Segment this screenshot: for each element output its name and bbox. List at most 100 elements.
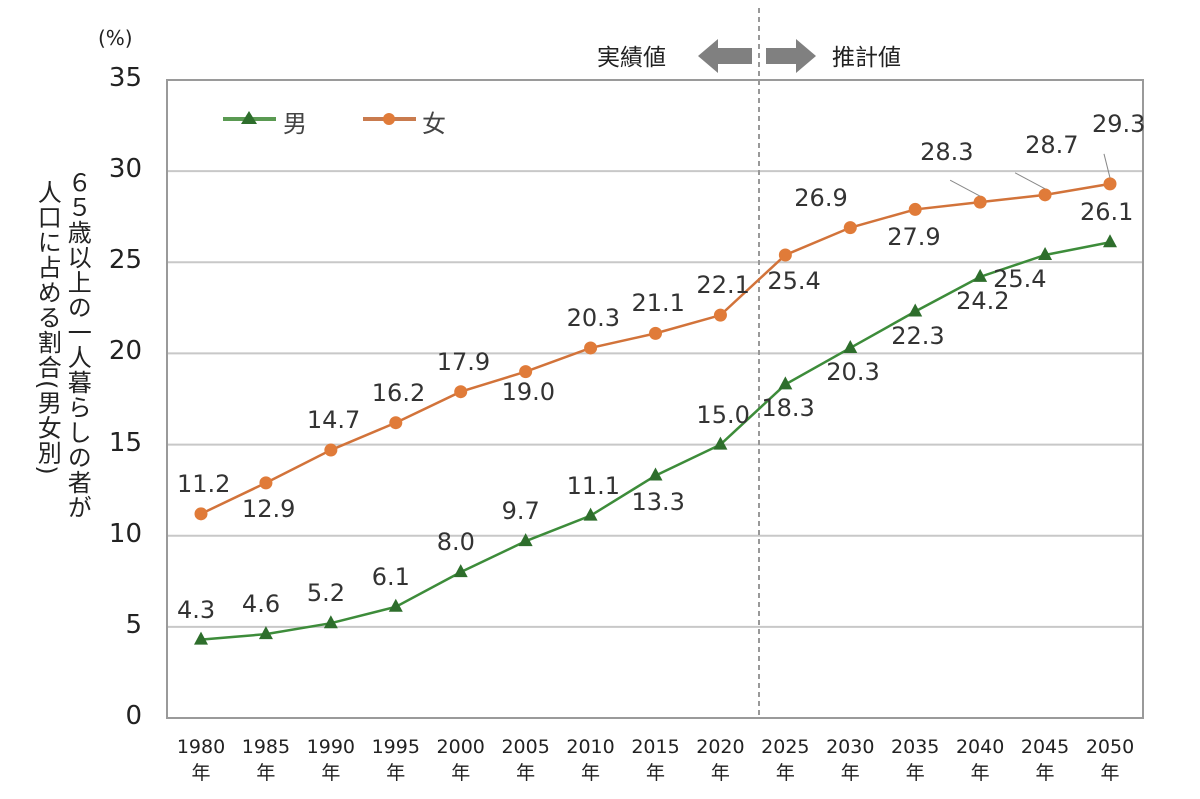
x-tick-label: 2035 年 (891, 736, 940, 784)
triangle-marker-icon (1103, 234, 1117, 248)
triangle-marker-icon (323, 615, 338, 629)
circle-marker-icon (194, 507, 208, 521)
x-tick-label: 2010 年 (566, 736, 615, 784)
x-tick-label: 2015 年 (631, 736, 680, 784)
actual-values-label: 実績値 (597, 45, 666, 71)
triangle-marker-icon (778, 376, 793, 390)
data-label: 25.4 (767, 266, 821, 295)
y-axis-title-line2: 人口に占める割合(男女別) (33, 180, 62, 476)
gridlines (167, 170, 1143, 628)
triangle-marker-icon (453, 564, 468, 578)
right-arrow-icon (766, 39, 816, 73)
triangle-marker-icon (648, 467, 663, 481)
data-label: 20.3 (826, 357, 880, 386)
data-label: 8.0 (436, 528, 475, 557)
data-label: 26.9 (794, 183, 848, 212)
data-label: 11.1 (566, 471, 620, 500)
y-tick-label: 5 (125, 609, 142, 640)
data-label: 18.3 (761, 394, 815, 423)
leader-line (949, 179, 981, 197)
data-label: 15.0 (696, 400, 750, 429)
data-label: 13.3 (631, 487, 685, 516)
y-tick-label: 15 (108, 427, 142, 458)
data-label: 5.2 (306, 579, 346, 608)
legend-female-label: 女 (422, 110, 446, 138)
triangle-marker-icon (843, 339, 858, 353)
triangle-marker-icon (908, 303, 923, 317)
x-tick-label: 2020 年 (696, 736, 745, 784)
data-label: 4.3 (177, 595, 216, 624)
triangle-marker-icon (194, 631, 208, 645)
circle-marker-icon (778, 248, 792, 262)
x-tick-label: 2025 年 (761, 736, 810, 784)
x-tick-label: 1990 年 (306, 736, 356, 784)
circle-marker-icon (843, 221, 857, 235)
y-tick-label: 25 (108, 245, 142, 276)
data-label: 4.6 (241, 590, 281, 619)
y-tick-label: 10 (108, 518, 142, 549)
series-lines (194, 153, 1117, 645)
y-axis-title-line1: ６５歳以上の一人暮らしの者が (63, 170, 92, 520)
leader-line (1014, 172, 1046, 190)
data-label: 17.9 (436, 347, 491, 376)
data-label: 6.1 (371, 562, 410, 591)
triangle-marker-icon (518, 533, 533, 547)
x-tick-label: 1995 年 (371, 736, 420, 784)
data-label: 19.0 (501, 377, 556, 406)
circle-marker-icon (324, 443, 338, 457)
x-tick-label: 2005 年 (501, 736, 550, 784)
circle-marker-icon (908, 202, 922, 216)
series-line-female (200, 182, 1111, 515)
circle-marker-icon (519, 365, 533, 379)
circle-marker-icon (389, 416, 403, 430)
x-tick-label: 1980 年 (176, 736, 226, 784)
x-tick-label: 1985 年 (241, 736, 291, 784)
circle-marker-icon (259, 476, 273, 490)
estimate-values-label: 推計値 (832, 45, 901, 71)
circle-marker-icon (713, 308, 727, 322)
circle-marker-icon (454, 385, 468, 399)
legend-male-label: 男 (283, 110, 307, 138)
triangle-marker-icon (1038, 246, 1053, 260)
circle-marker-icon (1103, 177, 1117, 191)
data-label: 24.2 (956, 286, 1010, 315)
plot-area-border (166, 79, 1144, 719)
data-label: 14.7 (306, 406, 361, 435)
triangle-marker-icon (258, 626, 273, 640)
data-label: 22.1 (696, 271, 750, 300)
x-tick-label: 2000 年 (436, 736, 485, 784)
data-label: 22.3 (891, 321, 945, 350)
circle-marker-icon (649, 326, 662, 340)
circle-marker-icon (973, 195, 987, 209)
data-label: 20.3 (566, 303, 620, 332)
x-tick-label: 2030 年 (826, 736, 875, 784)
triangle-marker-icon (388, 598, 403, 612)
circle-marker-icon (1038, 188, 1052, 202)
legend-female-icon (363, 113, 416, 125)
leader-line (1103, 153, 1111, 179)
data-label: 28.7 (1025, 130, 1079, 159)
y-tick-label: 35 (108, 63, 142, 93)
data-label: 26.1 (1080, 198, 1134, 227)
triangle-marker-icon (713, 436, 728, 450)
x-tick-label: 2040 年 (955, 736, 1005, 784)
legend-male-icon (223, 111, 276, 124)
x-tick-label: 2045 年 (1020, 736, 1070, 784)
data-label: 12.9 (241, 494, 296, 523)
unit-label: (%) (98, 26, 133, 50)
y-tick-label: 20 (108, 336, 142, 367)
x-tick-label: 2050 年 (1085, 736, 1135, 784)
data-label: 16.2 (371, 378, 426, 407)
data-label: 11.2 (177, 469, 231, 498)
y-tick-label: 30 (108, 154, 142, 185)
data-label: 27.9 (887, 223, 941, 252)
data-label: 25.4 (993, 264, 1047, 293)
data-label: 9.7 (501, 497, 540, 526)
y-tick-label: 0 (125, 701, 142, 731)
data-label: 28.3 (920, 138, 974, 167)
data-label: 21.1 (631, 289, 685, 318)
triangle-marker-icon (583, 507, 598, 521)
data-label: 29.3 (1092, 109, 1146, 138)
triangle-marker-icon (973, 268, 988, 282)
